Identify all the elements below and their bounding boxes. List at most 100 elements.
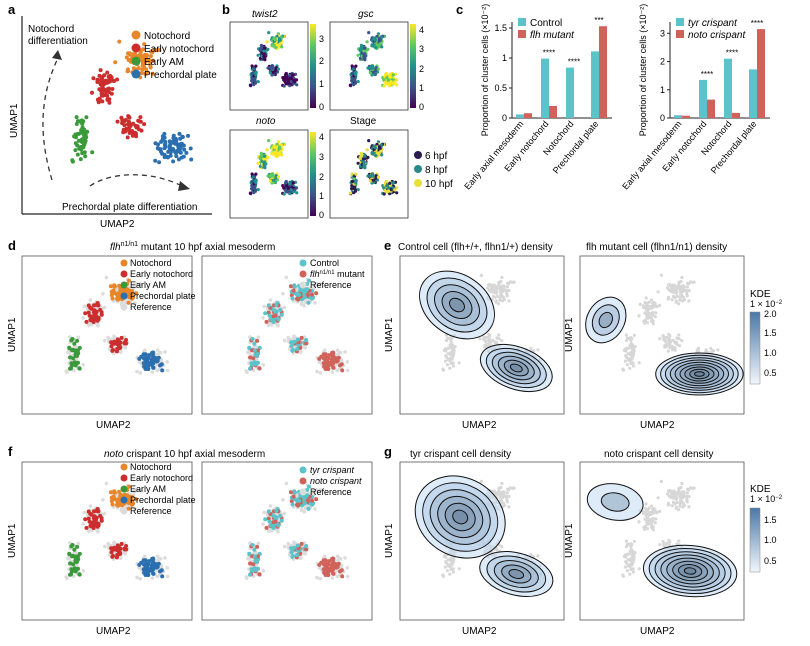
bar [674, 115, 682, 118]
cell-point [293, 285, 297, 289]
kde-scale-base: 1 × 10 [750, 299, 775, 309]
cell-point [331, 355, 335, 359]
cell-point [94, 509, 98, 513]
cell-point [113, 285, 117, 289]
legend-label-prechordal-plate: Prechordal plate [130, 291, 196, 301]
reference-point [505, 499, 508, 502]
expression-point [288, 74, 291, 77]
y-tick-label: 2 [660, 57, 665, 67]
reference-point [677, 333, 680, 336]
cell-point [87, 510, 91, 514]
expression-point [374, 46, 377, 49]
reference-point [276, 530, 280, 534]
reference-point [697, 350, 700, 353]
reference-point [65, 369, 69, 373]
frame-d-left [22, 256, 192, 414]
legend-label-prechordal-plate: Prechordal plate [130, 495, 196, 505]
cbar-tick: 0 [319, 210, 324, 220]
reference-point [487, 283, 490, 286]
reference-point [454, 345, 457, 348]
expression-point [274, 154, 277, 157]
reference-point [679, 288, 682, 291]
cell-point [331, 565, 335, 569]
reference-point [633, 334, 636, 337]
cell-point [98, 514, 102, 518]
reference-point [667, 283, 670, 286]
density-contour [695, 372, 705, 377]
cell-point [314, 497, 318, 501]
panel-a: a Notochord differentiation Prechordal p… [8, 2, 217, 230]
expression-point [262, 157, 265, 160]
cbar-tick: 2 [419, 64, 424, 74]
reference-point [672, 295, 675, 298]
cell-point [93, 520, 97, 524]
cell-point [115, 78, 119, 82]
reference-point [452, 361, 455, 364]
expression-point [251, 180, 254, 183]
annotation-notochord-diff-1: Notochord [28, 24, 74, 35]
reference-point [263, 511, 267, 515]
cell-point [251, 562, 255, 566]
cell-point [303, 501, 307, 505]
kde-tick: 1.0 [764, 348, 777, 358]
expression-point [371, 44, 374, 47]
reference-point [670, 345, 673, 348]
expression-point [352, 79, 355, 82]
cell-point [322, 563, 326, 567]
expression-point [266, 156, 269, 159]
significance-label: **** [543, 49, 555, 58]
cell-point [151, 366, 155, 370]
legend-label: tyr crispant [688, 18, 738, 29]
reference-point [139, 371, 143, 375]
reference-point [492, 295, 495, 298]
cell-point [95, 78, 99, 82]
reference-point [269, 504, 273, 508]
reference-point [680, 339, 683, 342]
bar [549, 106, 557, 118]
cell-point [102, 73, 106, 77]
reference-point [65, 575, 69, 579]
expression-point [254, 181, 257, 184]
cell-point [155, 562, 159, 566]
reference-point [283, 339, 287, 343]
legend-label-notochord: Notochord [144, 31, 190, 42]
cell-point [154, 141, 158, 145]
reference-point [483, 346, 486, 349]
cell-point [140, 129, 144, 133]
panel-g: g tyr crispant cell density noto crispan… [384, 444, 783, 637]
cell-point [126, 69, 130, 73]
x-axis-label-e-right: UMAP2 [640, 420, 675, 431]
reference-point [257, 542, 261, 546]
cell-point [107, 101, 111, 105]
reference-point [626, 347, 629, 350]
x-axis-label-d: UMAP2 [96, 420, 131, 431]
expression-point [359, 156, 362, 159]
reference-point [343, 350, 347, 354]
cell-point [163, 136, 167, 140]
expression-point [387, 190, 390, 193]
cell-point [297, 499, 301, 503]
kde-tick: 0.5 [764, 368, 777, 378]
cell-point [138, 115, 142, 119]
reference-point [648, 301, 651, 304]
expression-point [392, 73, 395, 76]
reference-point [163, 556, 167, 560]
reference-point [662, 334, 665, 337]
expression-point [363, 47, 366, 50]
reference-point [508, 495, 511, 498]
cell-point [76, 132, 80, 136]
reference-point [323, 555, 327, 559]
cbar-tick: 3 [319, 34, 324, 44]
expression-point [351, 180, 354, 183]
subplot-title-stage: Stage [350, 116, 377, 127]
cell-point [180, 135, 184, 139]
expression-point [371, 67, 374, 70]
cell-point [295, 347, 299, 351]
expression-point [380, 153, 383, 156]
reference-point [651, 302, 654, 305]
reference-point [704, 350, 707, 353]
expression-point [272, 179, 275, 182]
expression-point [351, 172, 354, 175]
panel-label-b: b [222, 2, 230, 17]
reference-point [446, 363, 449, 366]
